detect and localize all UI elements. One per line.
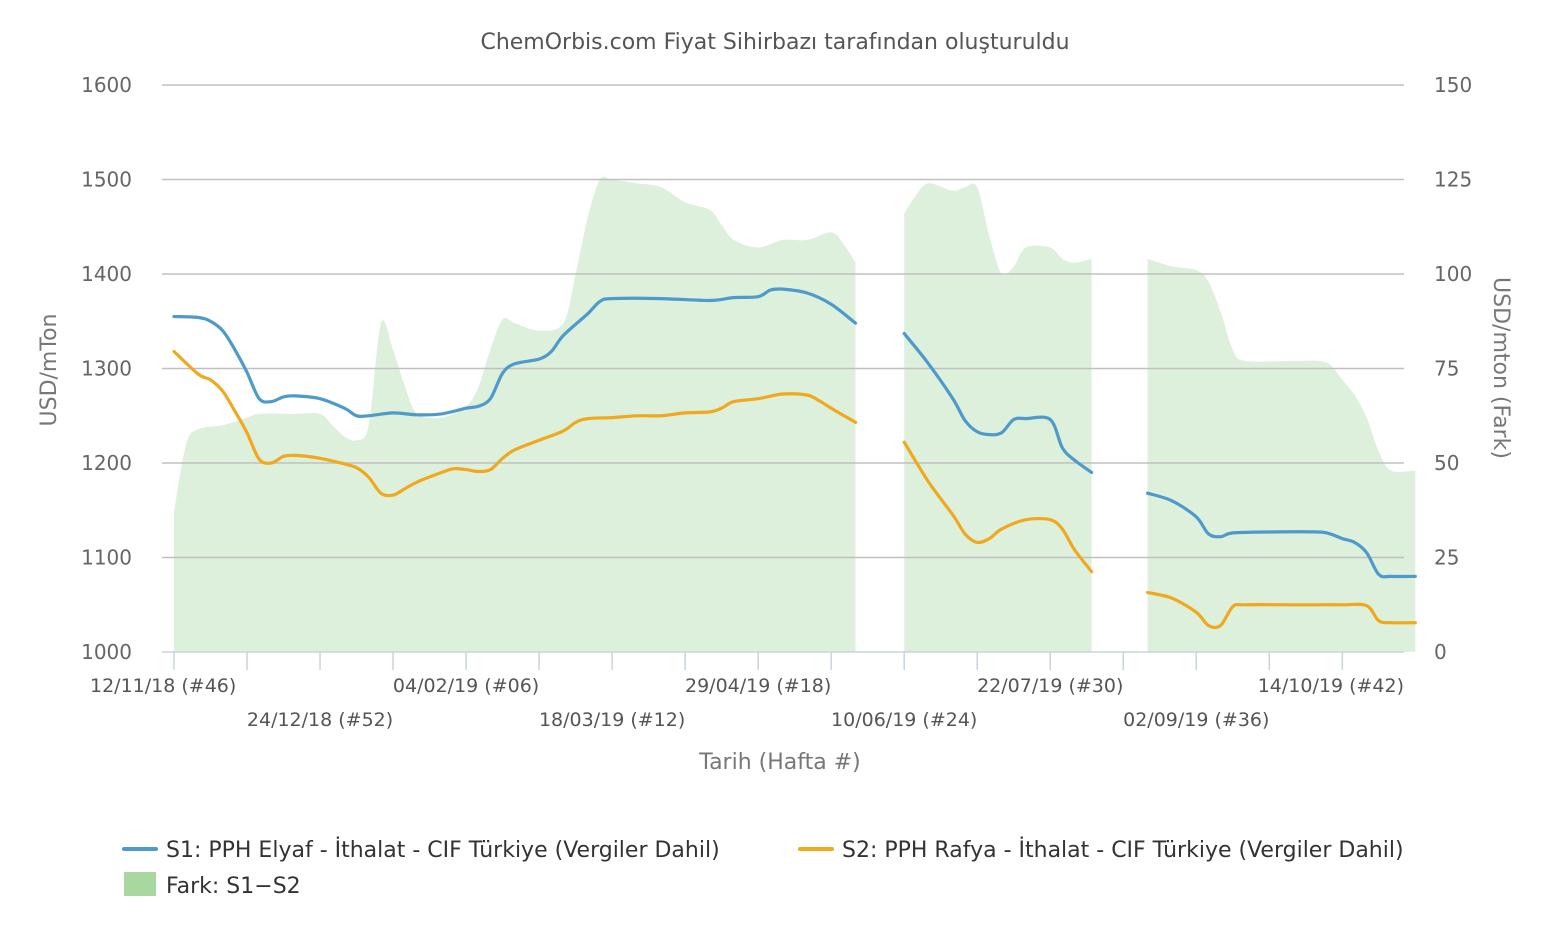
x-tick-label: 24/12/18 (#52) — [247, 709, 393, 731]
s1-line-segment — [1146, 491, 1417, 579]
difference-area-segment — [1147, 258, 1416, 652]
gridlines — [162, 84, 1404, 559]
legend-s2-label: S2: PPH Rafya - İthalat - CIF Türkiye (V… — [842, 837, 1404, 863]
legend-item-s1[interactable]: S1: PPH Elyaf - İthalat - CIF Türkiye (V… — [122, 837, 720, 863]
x-tick-label: 02/09/19 (#36) — [1123, 709, 1269, 731]
difference-area-layer — [174, 176, 1416, 652]
y-axis-right-ticks: 0 25 50 75 100 125 150 — [1434, 73, 1472, 664]
y-left-tick-label: 1300 — [81, 357, 132, 381]
x-axis-title: Tarih (Hafta #) — [698, 750, 860, 775]
x-tick-label: 14/10/19 (#42) — [1258, 675, 1404, 697]
s2-line-segment — [1146, 590, 1417, 630]
legend-difference-swatch — [124, 872, 156, 896]
y-axis-right-title: USD/mton (Fark) — [1488, 277, 1513, 459]
x-tick-label: 29/04/19 (#18) — [685, 675, 831, 697]
y-right-tick-label: 50 — [1434, 451, 1459, 475]
x-tick-label: 22/07/19 (#30) — [977, 675, 1123, 697]
x-tick-label: 04/02/19 (#06) — [393, 675, 539, 697]
difference-area-segment — [174, 176, 856, 652]
legend-item-difference[interactable]: Fark: S1−S2 — [124, 872, 301, 899]
legend: S1: PPH Elyaf - İthalat - CIF Türkiye (V… — [122, 837, 1404, 899]
chart-title: ChemOrbis.com Fiyat Sihirbazı tarafından… — [480, 30, 1069, 55]
y-right-tick-label: 150 — [1434, 73, 1472, 97]
y-left-tick-label: 1400 — [81, 262, 132, 286]
y-right-tick-label: 25 — [1434, 546, 1459, 570]
y-left-tick-label: 1600 — [81, 73, 132, 97]
s2-line-segment — [172, 349, 858, 498]
x-tick-label: 18/03/19 (#12) — [539, 709, 685, 731]
legend-item-s2[interactable]: S2: PPH Rafya - İthalat - CIF Türkiye (V… — [798, 837, 1404, 863]
x-axis-tick-labels: 12/11/18 (#46) 24/12/18 (#52)04/02/19 (#0… — [90, 675, 1404, 731]
x-tick-label: 10/06/19 (#24) — [831, 709, 977, 731]
y-right-tick-label: 75 — [1434, 357, 1459, 381]
x-tick-label: 12/11/18 (#46) — [90, 675, 236, 697]
s1-line-segment — [902, 331, 1094, 474]
y-axis-left-ticks: 1000 1100 1200 1300 1400 1500 1600 — [81, 73, 132, 664]
y-left-tick-label: 1200 — [81, 451, 132, 475]
legend-s1-label: S1: PPH Elyaf - İthalat - CIF Türkiye (V… — [166, 837, 720, 863]
y-left-tick-label: 1500 — [81, 168, 132, 192]
y-right-tick-label: 0 — [1434, 640, 1447, 664]
y-left-tick-label: 1100 — [81, 546, 132, 570]
s1-line-segment — [172, 287, 858, 419]
y-left-tick-label: 1000 — [81, 640, 132, 664]
legend-difference-label: Fark: S1−S2 — [166, 874, 301, 899]
x-axis — [162, 651, 1404, 670]
s2-line-segment — [902, 440, 1094, 574]
y-right-tick-label: 125 — [1434, 168, 1472, 192]
y-axis-left-title: USD/mTon — [37, 314, 62, 427]
y-right-tick-label: 100 — [1434, 262, 1472, 286]
series-lines — [172, 287, 1417, 630]
difference-area-segment — [904, 183, 1092, 652]
